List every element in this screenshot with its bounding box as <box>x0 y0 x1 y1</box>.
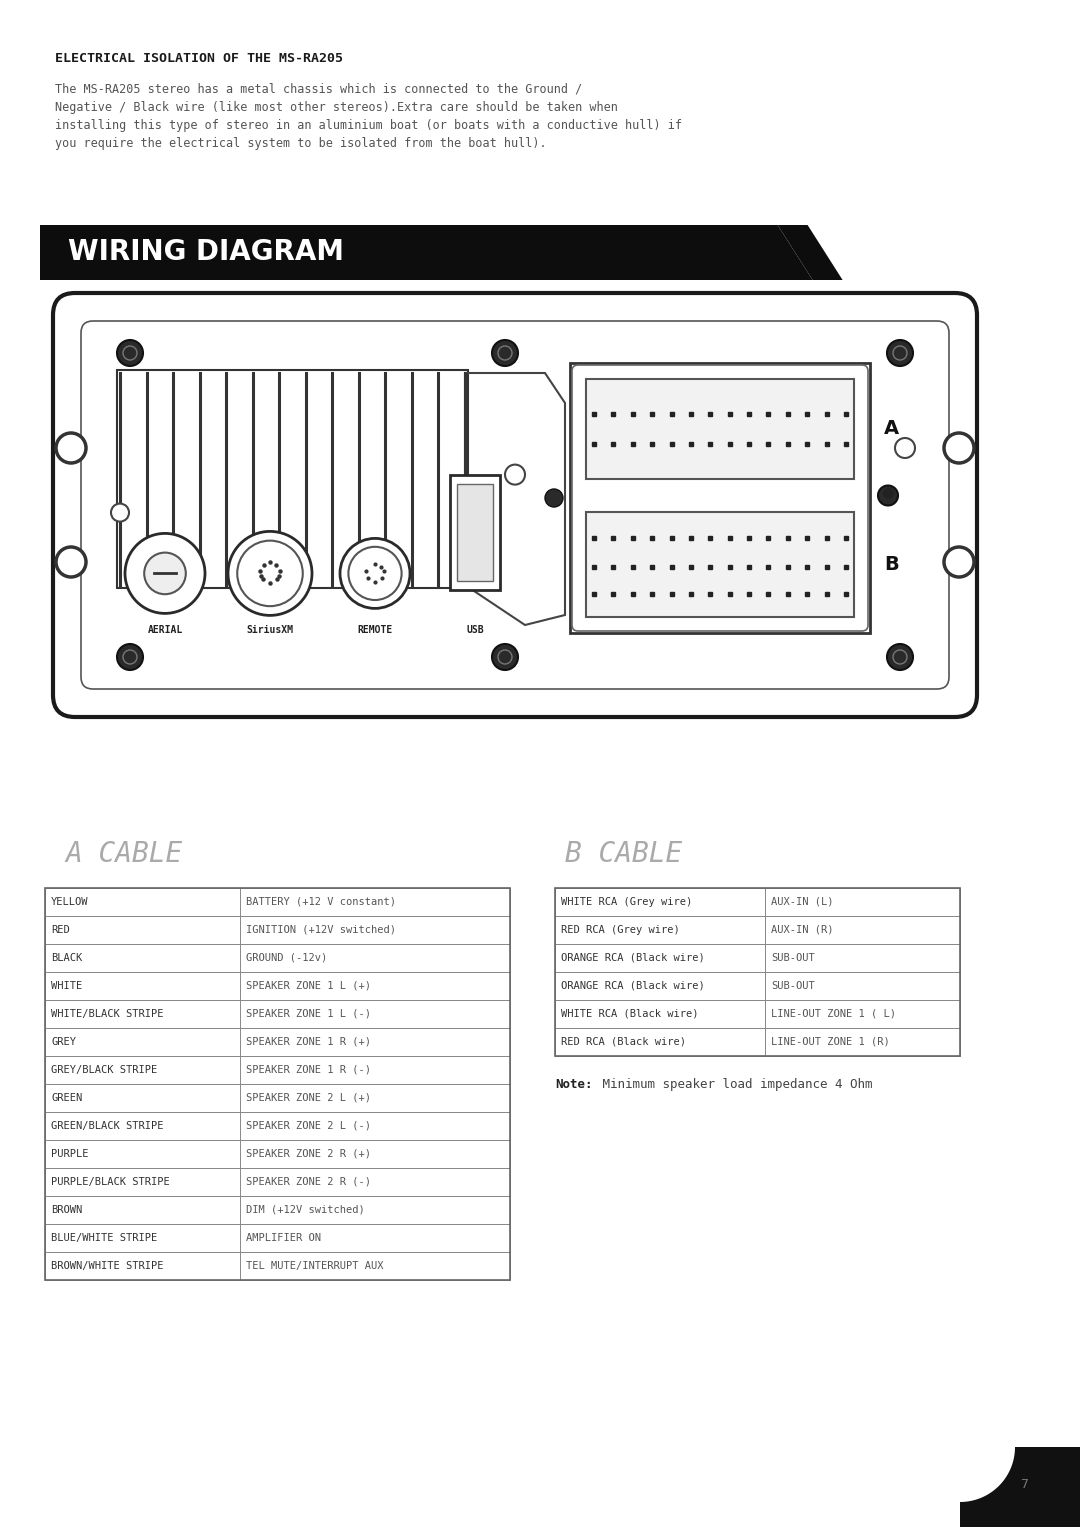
FancyBboxPatch shape <box>572 365 868 631</box>
Polygon shape <box>960 1448 1080 1527</box>
Polygon shape <box>778 224 842 279</box>
Text: AUX-IN (L): AUX-IN (L) <box>771 896 834 907</box>
Bar <box>555 944 960 973</box>
Circle shape <box>125 533 205 614</box>
Text: SPEAKER ZONE 2 R (+): SPEAKER ZONE 2 R (+) <box>246 1148 372 1159</box>
Circle shape <box>878 486 897 505</box>
Text: RED RCA (Grey wire): RED RCA (Grey wire) <box>561 925 679 935</box>
Bar <box>555 1028 960 1057</box>
Text: LINE-OUT ZONE 1 ( L): LINE-OUT ZONE 1 ( L) <box>771 1009 896 1019</box>
Bar <box>555 889 960 1057</box>
Text: A CABLE: A CABLE <box>65 840 183 867</box>
Text: WIRING DIAGRAM: WIRING DIAGRAM <box>68 238 345 267</box>
Circle shape <box>349 547 402 600</box>
Circle shape <box>944 434 974 463</box>
Bar <box>450 475 500 589</box>
Text: BROWN: BROWN <box>51 1205 82 1215</box>
Text: SPEAKER ZONE 1 L (-): SPEAKER ZONE 1 L (-) <box>246 1009 372 1019</box>
Text: GREEN/BLACK STRIPE: GREEN/BLACK STRIPE <box>51 1121 163 1132</box>
Circle shape <box>56 547 86 577</box>
Polygon shape <box>910 1448 1015 1527</box>
Text: WHITE RCA (Black wire): WHITE RCA (Black wire) <box>561 1009 699 1019</box>
Circle shape <box>944 547 974 577</box>
Text: IGNITION (+12V switched): IGNITION (+12V switched) <box>246 925 396 935</box>
Text: GREY/BLACK STRIPE: GREY/BLACK STRIPE <box>51 1064 158 1075</box>
Circle shape <box>340 539 410 608</box>
Bar <box>45 1084 510 1112</box>
Bar <box>45 1196 510 1225</box>
Bar <box>586 512 854 617</box>
Circle shape <box>895 438 915 458</box>
Circle shape <box>545 489 563 507</box>
Text: DIM (+12V switched): DIM (+12V switched) <box>246 1205 365 1215</box>
Polygon shape <box>40 224 812 279</box>
Text: BLACK: BLACK <box>51 953 82 964</box>
Circle shape <box>117 341 143 366</box>
Text: RED: RED <box>51 925 70 935</box>
Text: YELLOW: YELLOW <box>51 896 89 907</box>
Text: 7: 7 <box>1021 1478 1029 1492</box>
Bar <box>586 379 854 479</box>
Text: WHITE/BLACK STRIPE: WHITE/BLACK STRIPE <box>51 1009 163 1019</box>
Circle shape <box>492 644 518 670</box>
Text: RED RCA (Black wire): RED RCA (Black wire) <box>561 1037 686 1048</box>
Bar <box>45 1225 510 1252</box>
Bar <box>117 370 468 588</box>
Text: ORANGE RCA (Black wire): ORANGE RCA (Black wire) <box>561 980 705 991</box>
Bar <box>457 484 492 580</box>
Text: WHITE RCA (Grey wire): WHITE RCA (Grey wire) <box>561 896 692 907</box>
Text: SPEAKER ZONE 2 R (-): SPEAKER ZONE 2 R (-) <box>246 1177 372 1186</box>
Text: PURPLE: PURPLE <box>51 1148 89 1159</box>
Text: BLUE/WHITE STRIPE: BLUE/WHITE STRIPE <box>51 1232 158 1243</box>
Text: ORANGE RCA (Black wire): ORANGE RCA (Black wire) <box>561 953 705 964</box>
Text: Note:: Note: <box>555 1078 593 1090</box>
Bar <box>45 1057 510 1084</box>
Bar <box>45 1028 510 1057</box>
Circle shape <box>145 553 186 594</box>
Text: SiriusXM: SiriusXM <box>246 626 294 635</box>
Text: AMPLIFIER ON: AMPLIFIER ON <box>246 1232 321 1243</box>
Text: SUB-OUT: SUB-OUT <box>771 980 814 991</box>
Bar <box>45 1000 510 1028</box>
Text: The MS-RA205 stereo has a metal chassis which is connected to the Ground /
Negat: The MS-RA205 stereo has a metal chassis … <box>55 82 681 151</box>
Text: SPEAKER ZONE 2 L (-): SPEAKER ZONE 2 L (-) <box>246 1121 372 1132</box>
Bar <box>45 1141 510 1168</box>
Text: Minimum speaker load impedance 4 Ohm: Minimum speaker load impedance 4 Ohm <box>595 1078 873 1090</box>
Circle shape <box>228 531 312 615</box>
Circle shape <box>238 541 302 606</box>
Bar <box>45 1112 510 1141</box>
Text: TEL MUTE/INTERRUPT AUX: TEL MUTE/INTERRUPT AUX <box>246 1261 383 1270</box>
Polygon shape <box>960 1448 1080 1527</box>
Bar <box>45 889 510 1280</box>
Text: A: A <box>885 420 900 438</box>
Circle shape <box>887 644 913 670</box>
Text: WHITE: WHITE <box>51 980 82 991</box>
Bar <box>45 916 510 944</box>
Bar <box>570 363 870 634</box>
Text: GREY: GREY <box>51 1037 76 1048</box>
Bar <box>45 889 510 916</box>
Text: B: B <box>885 554 899 574</box>
Circle shape <box>505 464 525 484</box>
Bar <box>555 973 960 1000</box>
Text: ELECTRICAL ISOLATION OF THE MS-RA205: ELECTRICAL ISOLATION OF THE MS-RA205 <box>55 52 343 66</box>
Text: GROUND (-12v): GROUND (-12v) <box>246 953 327 964</box>
Bar <box>45 944 510 973</box>
Circle shape <box>492 341 518 366</box>
Bar <box>555 889 960 916</box>
Text: B CABLE: B CABLE <box>565 840 683 867</box>
Circle shape <box>117 644 143 670</box>
Text: SPEAKER ZONE 2 L (+): SPEAKER ZONE 2 L (+) <box>246 1093 372 1102</box>
Text: BROWN/WHITE STRIPE: BROWN/WHITE STRIPE <box>51 1261 163 1270</box>
Text: SPEAKER ZONE 1 R (+): SPEAKER ZONE 1 R (+) <box>246 1037 372 1048</box>
Circle shape <box>111 504 129 522</box>
Text: LINE-OUT ZONE 1 (R): LINE-OUT ZONE 1 (R) <box>771 1037 890 1048</box>
FancyBboxPatch shape <box>81 321 949 689</box>
Text: USB: USB <box>467 626 484 635</box>
Text: PURPLE/BLACK STRIPE: PURPLE/BLACK STRIPE <box>51 1177 170 1186</box>
Text: GREEN: GREEN <box>51 1093 82 1102</box>
Text: SPEAKER ZONE 1 L (+): SPEAKER ZONE 1 L (+) <box>246 980 372 991</box>
Circle shape <box>56 434 86 463</box>
Text: AUX-IN (R): AUX-IN (R) <box>771 925 834 935</box>
